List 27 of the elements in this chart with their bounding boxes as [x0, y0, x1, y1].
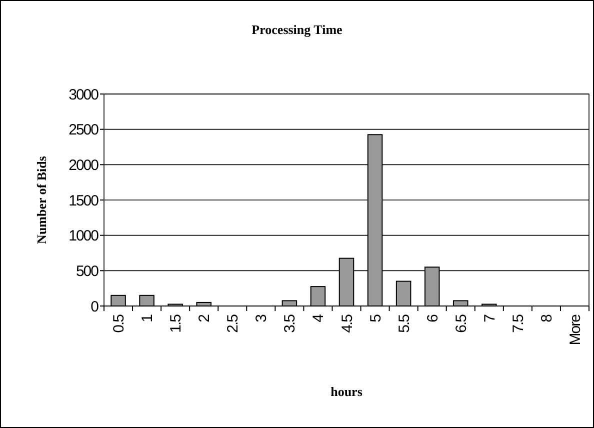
x-tick-label: 2.5 [224, 314, 242, 333]
x-tick-label: More [566, 314, 584, 346]
chart-title: Processing Time [252, 22, 343, 37]
x-tick-label: 5.5 [396, 314, 413, 333]
x-tick-label: 4.5 [338, 314, 356, 333]
y-tick-label: 500 [76, 262, 99, 280]
x-tick-label: 6 [424, 314, 442, 322]
x-tick-label: 7 [481, 314, 498, 322]
y-axis-title: Number of Bids [34, 156, 49, 244]
x-tick-label: 2 [196, 314, 214, 322]
x-tick-label: 6.5 [452, 314, 470, 333]
y-tick-label: 1000 [68, 228, 99, 245]
x-tick-label: 7.5 [510, 314, 527, 333]
x-tick-label: 3.5 [282, 314, 299, 333]
x-tick-label: 8 [538, 314, 556, 322]
x-tick-label: 1.5 [168, 314, 185, 333]
y-tick-label: 2000 [68, 156, 99, 174]
y-tick-label: 0 [90, 298, 99, 316]
x-axis-title: hours [330, 384, 362, 399]
x-tick-label: 5 [367, 314, 384, 322]
y-tick-label: 3000 [68, 86, 99, 104]
y-tick-label: 1500 [68, 192, 99, 210]
x-tick-label: 3 [253, 314, 270, 322]
x-tick-label: 4 [310, 314, 328, 322]
x-tick-label: 0.5 [110, 314, 128, 333]
y-tick-label: 2500 [68, 122, 99, 139]
x-tick-label: 1 [139, 314, 156, 322]
